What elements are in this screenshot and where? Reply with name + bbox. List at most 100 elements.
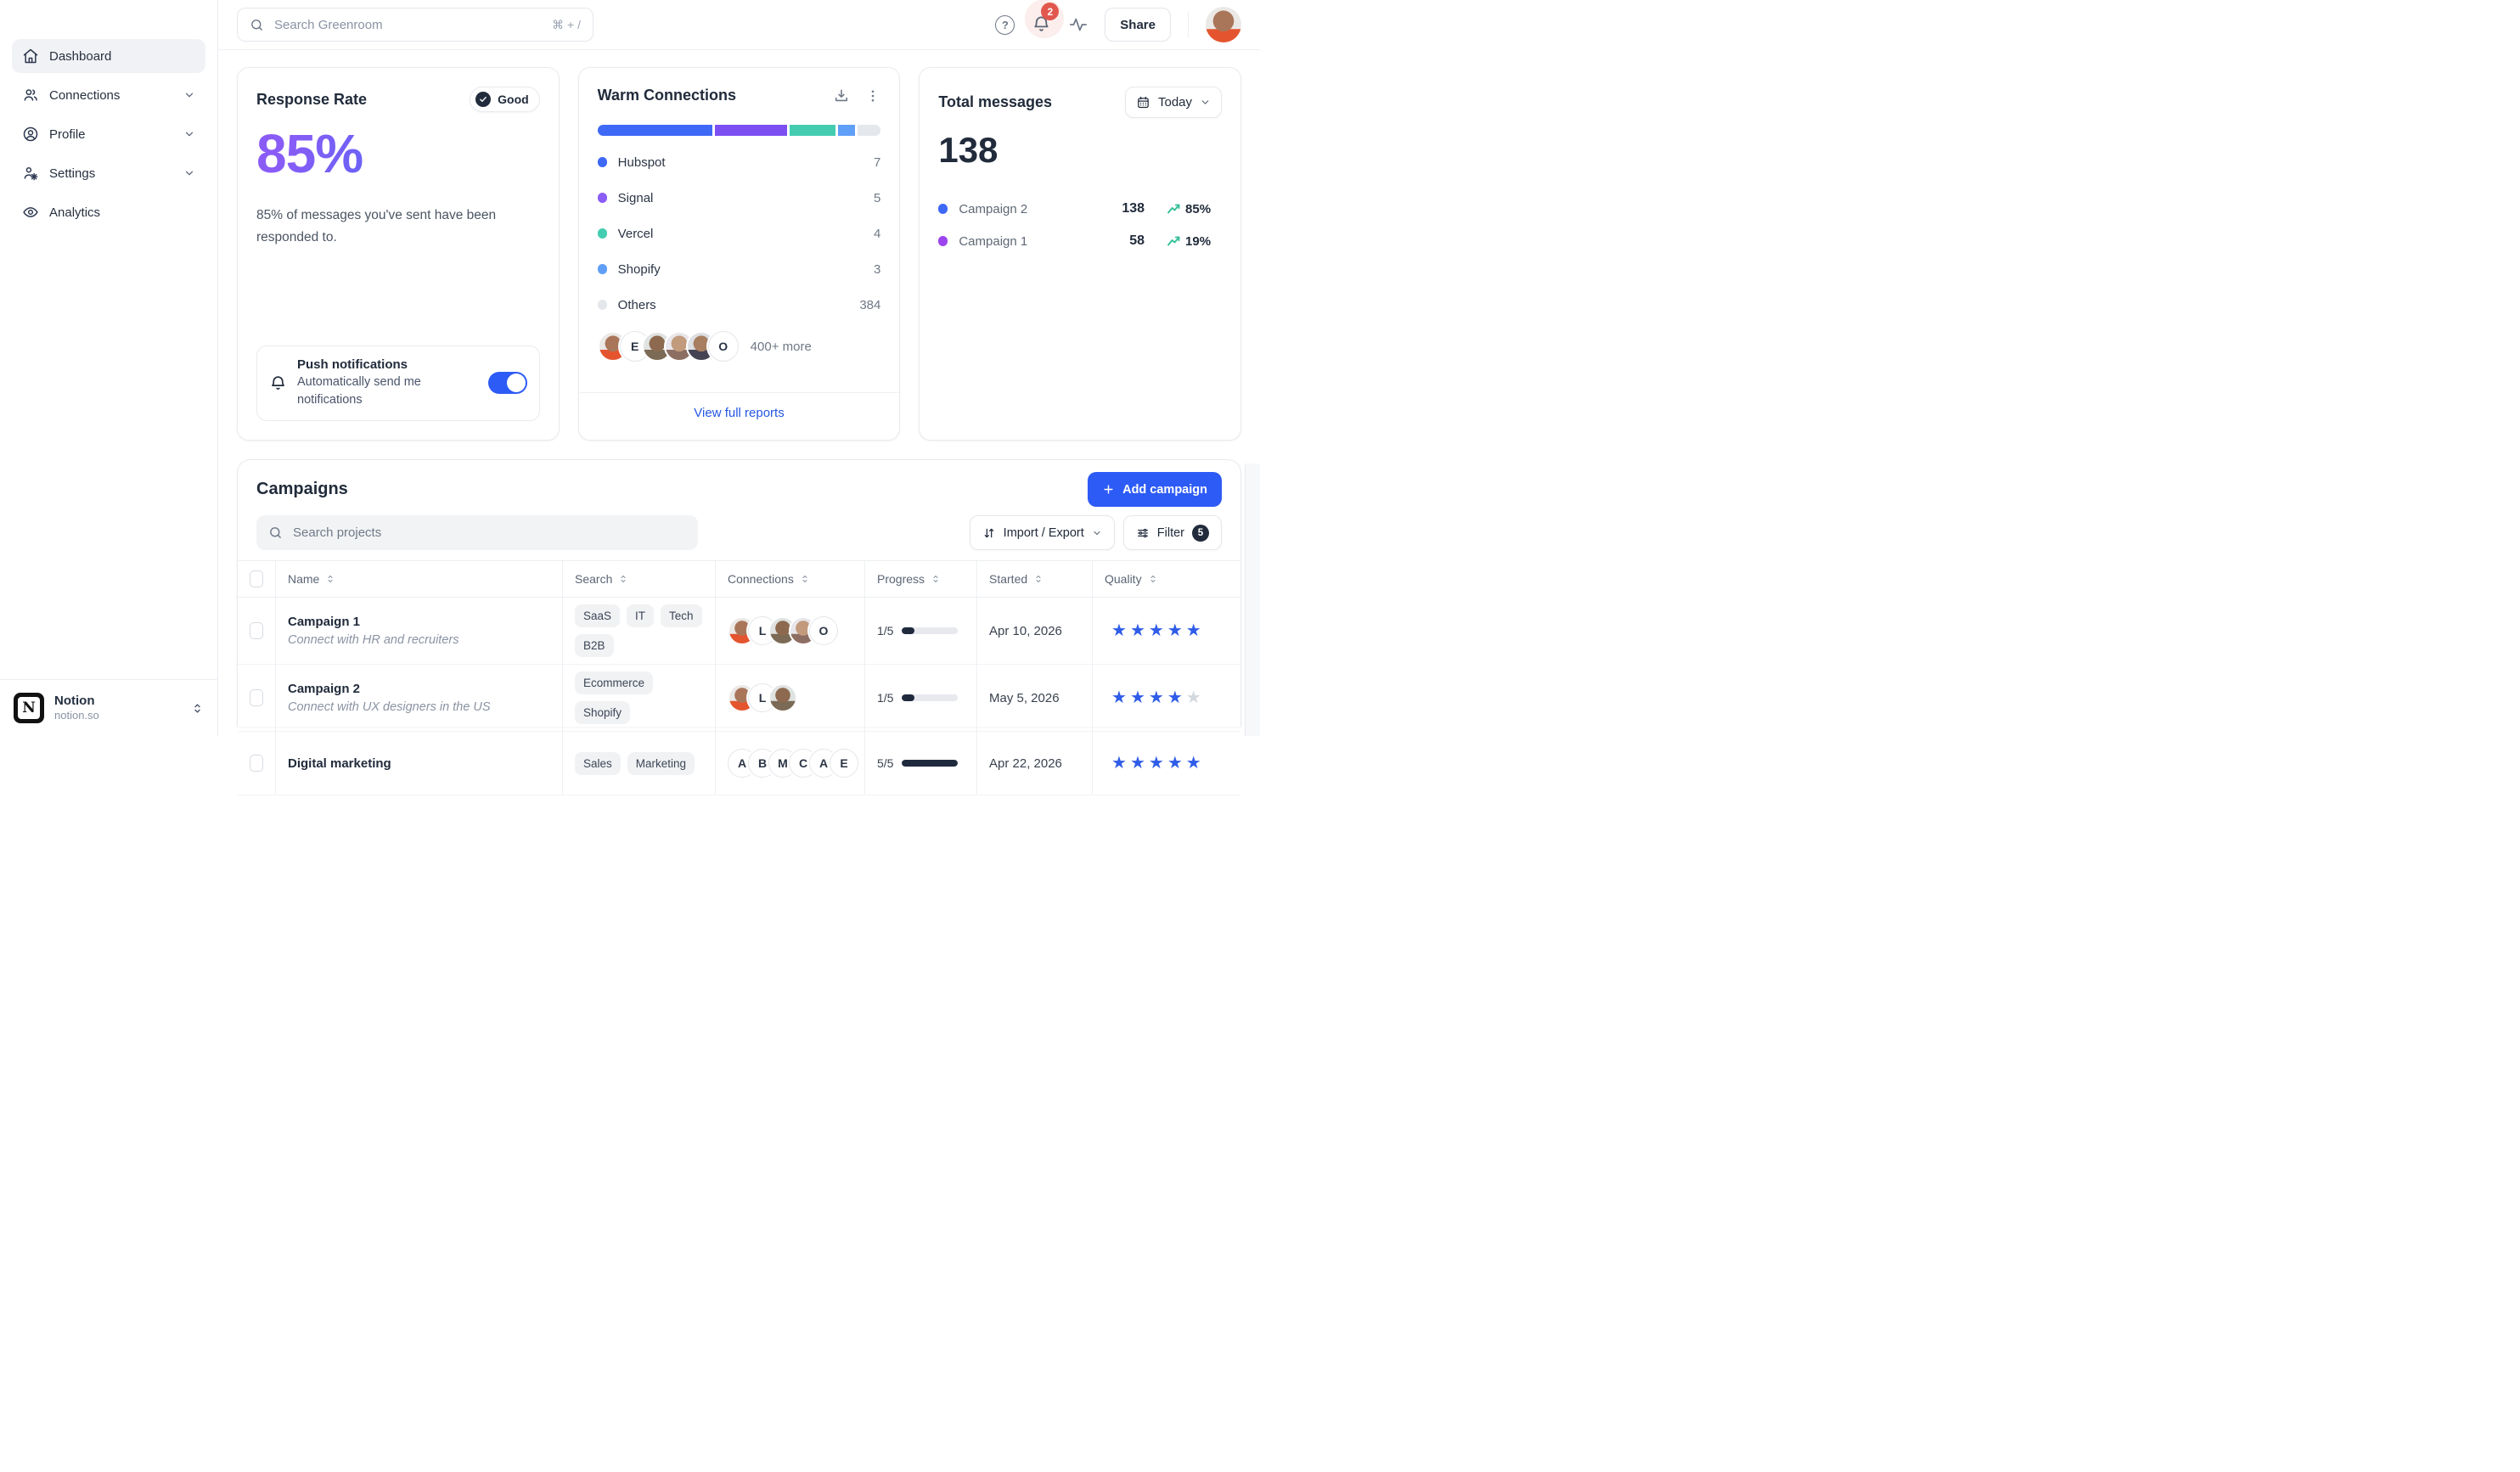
help-icon[interactable]: ? bbox=[995, 14, 1015, 35]
column-header-started[interactable]: Started bbox=[976, 561, 1092, 597]
response-rate-value: 85% bbox=[256, 125, 540, 183]
workspace-info: Notion notion.so bbox=[54, 694, 181, 723]
sort-icon bbox=[1033, 573, 1043, 585]
bar-segment bbox=[837, 125, 856, 136]
campaign-label: Campaign 1 bbox=[959, 233, 1028, 249]
status-badge: Good bbox=[470, 87, 540, 112]
legend-row: Hubspot 7 bbox=[597, 144, 880, 180]
add-campaign-label: Add campaign bbox=[1122, 482, 1207, 497]
plus-icon bbox=[1102, 483, 1115, 496]
table-row[interactable]: Campaign 2 Connect with UX designers in … bbox=[238, 665, 1240, 732]
row-checkbox[interactable] bbox=[250, 689, 263, 706]
legend-row: Signal 5 bbox=[597, 180, 880, 216]
campaign-value: 58 bbox=[1129, 233, 1145, 248]
trend-value: 85% bbox=[1185, 201, 1212, 216]
scrollbar[interactable] bbox=[1245, 464, 1260, 736]
sidebar-item-label: Connections bbox=[49, 87, 121, 103]
campaign-name: Campaign 2 bbox=[288, 682, 361, 696]
chevron-down-icon bbox=[183, 128, 195, 140]
campaign-value: 138 bbox=[1122, 201, 1145, 216]
warm-connections-card: Warm Connections bbox=[577, 67, 901, 441]
star-icon: ★ bbox=[1185, 621, 1201, 640]
name-cell: Campaign 1 Connect with HR and recruiter… bbox=[275, 598, 562, 664]
column-header-name[interactable]: Name bbox=[275, 561, 562, 597]
started-cell: May 5, 2026 bbox=[976, 665, 1092, 731]
column-header-quality[interactable]: Quality bbox=[1092, 561, 1240, 597]
add-campaign-button[interactable]: Add campaign bbox=[1088, 472, 1222, 507]
progress-bar bbox=[902, 627, 959, 634]
workspace-switcher[interactable]: N Notion notion.so bbox=[0, 679, 217, 736]
select-all-checkbox[interactable] bbox=[250, 570, 263, 587]
legend-dot bbox=[938, 236, 948, 246]
tag-chip: Sales bbox=[575, 751, 621, 775]
import-export-label: Import / Export bbox=[1003, 525, 1084, 540]
chevron-down-icon bbox=[1092, 528, 1102, 538]
tag-chip: IT bbox=[627, 604, 655, 627]
table-row[interactable]: Campaign 1 Connect with HR and recruiter… bbox=[238, 598, 1240, 665]
star-icon: ★ bbox=[1148, 688, 1164, 707]
kebab-menu-icon[interactable] bbox=[865, 88, 880, 104]
download-icon[interactable] bbox=[833, 87, 850, 104]
sidebar-item-profile[interactable]: Profile bbox=[12, 117, 205, 151]
tag-chip: Tech bbox=[661, 604, 702, 627]
sort-icon bbox=[1148, 573, 1158, 585]
row-checkbox[interactable] bbox=[250, 755, 263, 772]
period-label: Today bbox=[1157, 95, 1193, 110]
push-notifications-toggle[interactable] bbox=[487, 372, 527, 395]
avatar bbox=[768, 683, 797, 712]
search-tags-cell: Ecommerce Shopify bbox=[562, 665, 715, 731]
divider bbox=[1188, 12, 1189, 37]
sidebar-item-settings[interactable]: Settings bbox=[12, 156, 205, 190]
status-label: Good bbox=[498, 93, 529, 106]
table-header-row: Name Search Connections Progress bbox=[238, 560, 1240, 598]
user-avatar[interactable] bbox=[1206, 7, 1241, 42]
share-button[interactable]: Share bbox=[1105, 8, 1171, 42]
row-select-cell bbox=[238, 732, 275, 795]
progress-bar bbox=[902, 760, 959, 767]
legend-label: Shopify bbox=[617, 261, 661, 277]
push-subtitle: Automatically send me notifications bbox=[297, 374, 421, 407]
projects-search[interactable] bbox=[256, 515, 698, 550]
column-header-progress[interactable]: Progress bbox=[864, 561, 976, 597]
period-selector[interactable]: Today bbox=[1124, 87, 1223, 118]
column-header-connections[interactable]: Connections bbox=[715, 561, 864, 597]
global-search[interactable]: ⌘ + / bbox=[237, 8, 593, 42]
legend-label: Vercel bbox=[617, 226, 654, 241]
filter-button[interactable]: Filter 5 bbox=[1122, 515, 1222, 550]
sort-arrows-icon bbox=[982, 526, 996, 540]
stat-cards-row: Response Rate Good 85% 85% of messages y… bbox=[237, 67, 1242, 441]
global-search-input[interactable] bbox=[273, 16, 544, 33]
legend-dot bbox=[938, 204, 948, 214]
star-icon: ★ bbox=[1129, 754, 1145, 773]
import-export-button[interactable]: Import / Export bbox=[969, 515, 1115, 550]
sort-icon bbox=[618, 573, 628, 585]
user-gear-icon bbox=[22, 165, 39, 182]
sidebar-item-label: Analytics bbox=[49, 205, 101, 220]
tag-chip: Ecommerce bbox=[575, 671, 654, 694]
star-icon: ★ bbox=[1111, 621, 1127, 640]
response-rate-card: Response Rate Good 85% 85% of messages y… bbox=[237, 67, 560, 441]
check-circle-icon bbox=[475, 92, 492, 107]
legend-dot bbox=[597, 228, 607, 239]
campaign-description: Connect with UX designers in the US bbox=[288, 700, 491, 714]
row-checkbox[interactable] bbox=[250, 622, 263, 639]
sidebar-item-connections[interactable]: Connections bbox=[12, 78, 205, 112]
workspace-name: Notion bbox=[54, 693, 95, 708]
sidebar-item-dashboard[interactable]: Dashboard bbox=[12, 39, 205, 73]
projects-search-input[interactable] bbox=[291, 525, 686, 541]
star-icon: ★ bbox=[1129, 688, 1145, 707]
notifications-button[interactable]: 2 bbox=[1025, 0, 1065, 38]
card-title: Warm Connections bbox=[597, 87, 737, 104]
progress-label: 1/5 bbox=[877, 691, 894, 705]
quality-cell: ★ ★ ★ ★ ★ bbox=[1092, 598, 1240, 664]
view-full-reports-link[interactable]: View full reports bbox=[694, 406, 785, 420]
activity-icon[interactable] bbox=[1069, 15, 1088, 34]
sidebar-item-analytics[interactable]: Analytics bbox=[12, 195, 205, 229]
sort-icon bbox=[325, 573, 335, 585]
star-icon: ★ bbox=[1148, 621, 1164, 640]
column-header-search[interactable]: Search bbox=[562, 561, 715, 597]
up-down-chevrons-icon bbox=[191, 702, 204, 715]
